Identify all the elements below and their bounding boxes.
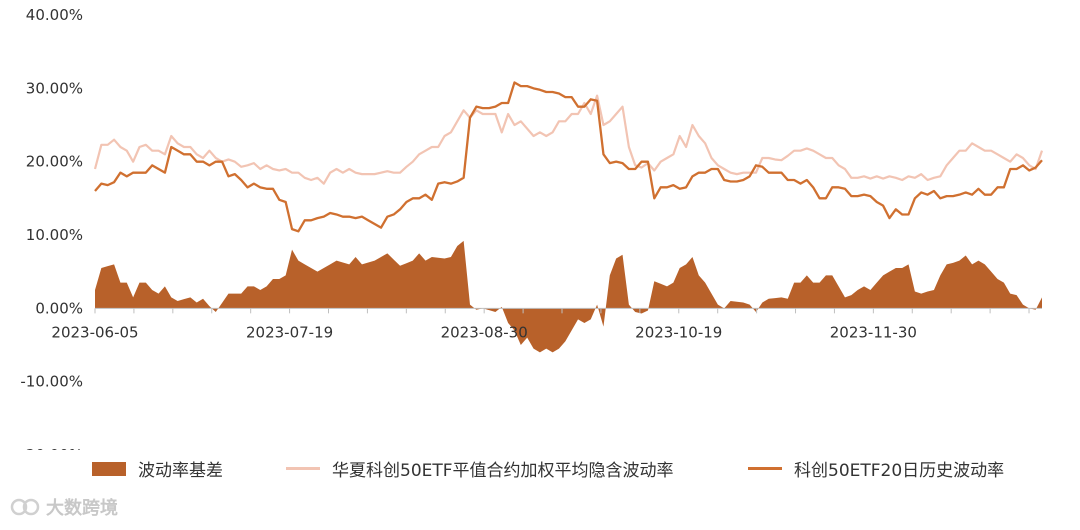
legend-item-basis: 波动率基差 [92,456,223,481]
series-lines [93,81,1044,233]
legend-swatch-implied-vol [286,467,320,470]
x-tick-label: 2023-08-30 [441,323,528,341]
legend: 波动率基差 华夏科创50ETF平值合约加权平均隐含波动率 科创50ETF20日历… [90,456,1050,482]
legend-item-historical-vol: 科创50ETF20日历史波动率 [748,456,1004,481]
y-tick-label: 30.00% [26,79,83,97]
legend-swatch-basis [92,461,126,476]
legend-label-basis: 波动率基差 [138,461,223,481]
watermark: 大数跨境 [10,494,118,520]
series-line-implied-vol [93,94,1044,185]
y-tick-label: -10.00% [20,373,83,391]
y-tick-label: 40.00% [26,6,83,24]
y-tick-label: 20.00% [26,153,83,171]
x-tick-label: 2023-11-30 [830,323,917,341]
series-area-basis [95,240,1042,353]
watermark-text: 大数跨境 [46,498,118,519]
x-tick-label: 2023-07-19 [246,323,333,341]
y-tick-label: -20.00% [20,446,83,450]
x-axis-labels: 2023-06-05 2023-07-19 2023-08-30 2023-10-19… [51,323,917,341]
series-line-historical-vol [94,81,1043,233]
legend-item-implied-vol: 华夏科创50ETF平值合约加权平均隐含波动率 [286,456,674,481]
legend-swatch-historical-vol [748,467,782,470]
series-volatility-basis-area [95,240,1042,353]
y-tick-label: 0.00% [35,299,83,317]
watermark-logo-icon [10,498,40,516]
x-tick-label: 2023-06-05 [51,323,138,341]
legend-label-historical-vol: 科创50ETF20日历史波动率 [794,461,1005,481]
y-tick-label: 10.00% [26,226,83,244]
x-tick-label: 2023-10-19 [635,323,722,341]
legend-label-implied-vol: 华夏科创50ETF平值合约加权平均隐含波动率 [332,461,674,481]
chart-canvas: 40.00% 30.00% 20.00% 10.00% 0.00% -10.00% -20.… [20,6,1044,450]
x-axis-ticks [94,308,1030,314]
y-axis-labels: 40.00% 30.00% 20.00% 10.00% 0.00% -10.00% -20.… [20,6,83,450]
